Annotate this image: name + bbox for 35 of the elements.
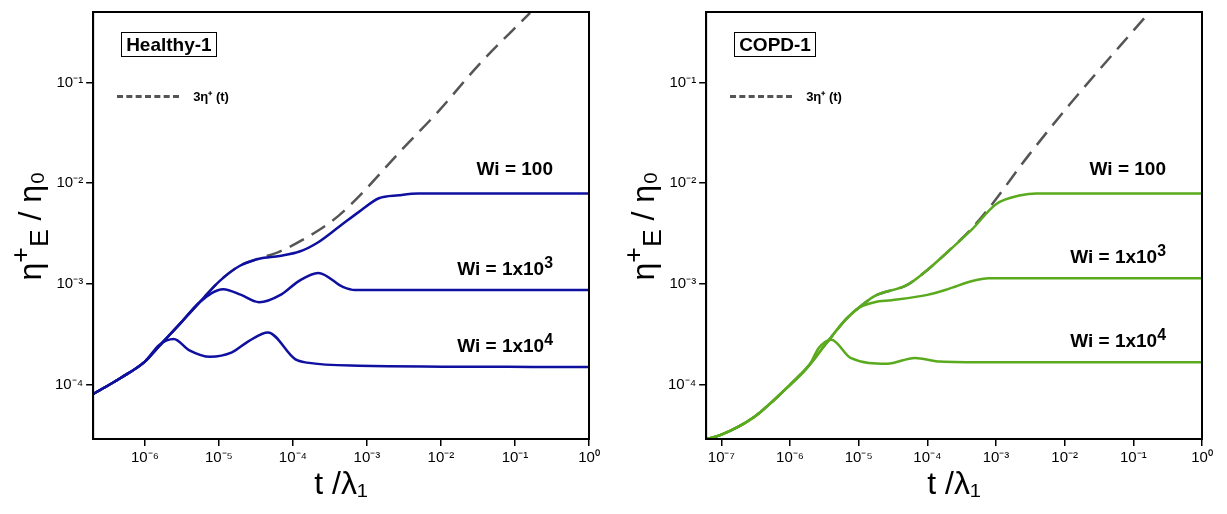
- y-tick-label: 10⁻⁴: [54, 374, 84, 392]
- x-tick-label: 10⁰: [578, 448, 600, 466]
- y-tick-label: 10⁻²: [56, 173, 84, 191]
- text: COPD-1: [734, 32, 816, 57]
- series-label: Wi = 1x10$^{3}$: [1070, 242, 1166, 269]
- series-label: Wi = 1x10$^{4}$: [457, 331, 553, 358]
- y-tick-label: 10⁻³: [56, 274, 84, 292]
- series-label: Wi = 1x10$^{4}$: [1070, 326, 1166, 353]
- x-tick-label: 10⁻²: [427, 448, 455, 466]
- text: Healthy-1: [121, 32, 217, 57]
- x-axis-title: t /λ₁: [314, 465, 368, 502]
- x-tick-label: 10⁻⁶: [130, 448, 159, 466]
- x-tick-label: 10⁻³: [982, 448, 1010, 466]
- x-tick-label: 10⁻⁵: [844, 448, 873, 466]
- x-axis-title: t /λ₁: [927, 465, 981, 502]
- series-label: Wi = 100: [476, 157, 553, 180]
- x-tick-label: 10⁻⁵: [204, 448, 233, 466]
- legend-label: 3η⁺ (t): [806, 88, 842, 105]
- series-label: Wi = 100: [1089, 157, 1166, 180]
- y-tick-label: 10⁻¹: [56, 72, 84, 90]
- legend-label: 3η⁺ (t): [193, 88, 229, 105]
- x-tick-label: 10⁻³: [353, 448, 381, 466]
- x-tick-label: 10⁻¹: [501, 448, 529, 466]
- y-tick-label: 10⁻³: [669, 274, 697, 292]
- x-tick-label: 10⁻⁷: [707, 448, 735, 466]
- x-tick-label: 10⁻⁶: [776, 448, 804, 466]
- x-tick-label: 10⁻⁴: [278, 448, 307, 466]
- x-tick-label: 10⁻²: [1051, 448, 1079, 466]
- y-tick-label: 10⁻¹: [669, 72, 697, 90]
- x-tick-label: 10⁻⁴: [913, 448, 942, 466]
- x-tick-label: 10⁻¹: [1119, 448, 1147, 466]
- series-label: Wi = 1x10$^{3}$: [457, 254, 553, 281]
- x-tick-label: 10⁰: [1191, 448, 1213, 466]
- y-tick-label: 10⁻²: [669, 173, 697, 191]
- y-tick-label: 10⁻⁴: [667, 374, 697, 392]
